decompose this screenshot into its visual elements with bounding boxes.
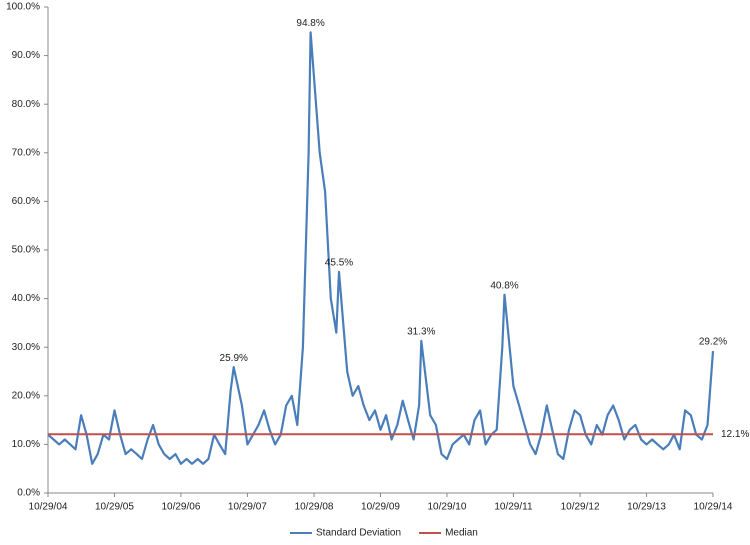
x-tick-label: 10/29/09	[361, 502, 400, 513]
annotation: 31.3%	[407, 327, 435, 338]
y-tick-label: 10.0%	[12, 439, 40, 450]
y-tick-label: 100.0%	[6, 2, 40, 13]
x-tick-label: 10/29/11	[494, 502, 533, 513]
annotation: 45.5%	[325, 258, 353, 269]
legend-label: Median	[445, 528, 478, 539]
annotation: 12.1%	[721, 429, 749, 440]
x-tick-label: 10/29/04	[29, 502, 68, 513]
annotation: 29.2%	[699, 337, 727, 348]
line	[47, 31, 715, 465]
x-tick-label: 10/29/13	[627, 502, 666, 513]
x-tick-label: 10/29/06	[161, 502, 200, 513]
annotation: 25.9%	[220, 353, 248, 364]
x-tick-label: 10/29/10	[427, 502, 466, 513]
annotation: 40.8%	[490, 280, 518, 291]
x-tick-label: 10/29/05	[95, 502, 134, 513]
x-tick-label: 10/29/14	[694, 502, 733, 513]
x-tick-label: 10/29/08	[295, 502, 334, 513]
y-tick-label: 40.0%	[12, 293, 40, 304]
y-tick-label: 50.0%	[12, 245, 40, 256]
legend-label: Standard Deviation	[316, 528, 401, 539]
y-tick-label: 30.0%	[12, 342, 40, 353]
x-tick-label: 10/29/12	[561, 502, 600, 513]
annotation: 94.8%	[296, 18, 324, 29]
y-tick-label: 0.0%	[17, 488, 40, 499]
y-tick-label: 20.0%	[12, 390, 40, 401]
y-tick-label: 60.0%	[12, 196, 40, 207]
y-tick-label: 80.0%	[12, 99, 40, 110]
y-tick-label: 70.0%	[12, 147, 40, 158]
y-tick-label: 90.0%	[12, 50, 40, 61]
x-tick-label: 10/29/07	[228, 502, 267, 513]
